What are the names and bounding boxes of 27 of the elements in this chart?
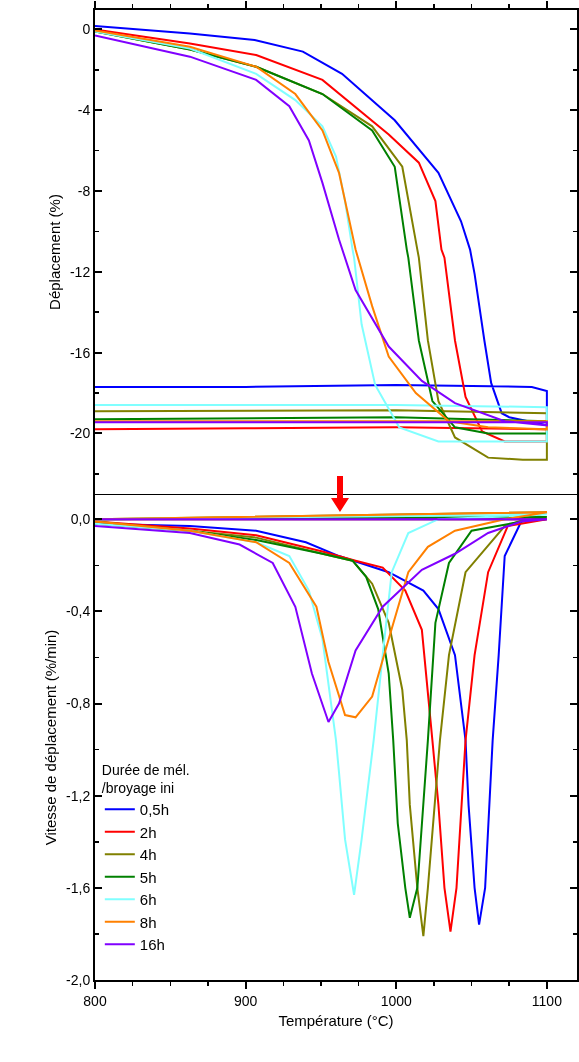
y-tick-label: -2,0 bbox=[66, 971, 91, 988]
x-tick-label: 800 bbox=[83, 992, 107, 1009]
x-tick-label: 1100 bbox=[531, 992, 563, 1009]
legend-label: 16h bbox=[139, 936, 165, 954]
y-tick-label: 0,0 bbox=[70, 511, 91, 528]
legend-label: 6h bbox=[139, 891, 157, 909]
x-tick-label: 1000 bbox=[380, 992, 413, 1009]
y-axis-title: Déplacement (%) bbox=[45, 194, 63, 310]
y-tick-label: -4 bbox=[77, 102, 91, 119]
legend-title: Durée de mél. /broyage ini bbox=[101, 761, 190, 796]
y-tick-label: -20 bbox=[69, 425, 91, 442]
y-tick-label: -1,6 bbox=[66, 879, 91, 896]
x-tick-label: 900 bbox=[233, 992, 258, 1009]
legend-label: 4h bbox=[139, 846, 157, 864]
y-axis-title: Vitesse de déplacement (%/min) bbox=[41, 629, 59, 846]
legend-label: 2h bbox=[139, 823, 157, 841]
y-tick-label: -0,8 bbox=[66, 695, 91, 712]
y-tick-label: -8 bbox=[77, 182, 91, 199]
y-tick-label: -0,4 bbox=[66, 603, 91, 620]
y-tick-label: 0 bbox=[82, 21, 91, 38]
legend-label: 5h bbox=[139, 868, 157, 886]
y-tick-label: -16 bbox=[69, 344, 91, 361]
y-tick-label: -12 bbox=[69, 263, 91, 280]
y-tick-label: -1,2 bbox=[66, 787, 91, 804]
legend-label: 0,5h bbox=[139, 801, 170, 819]
legend-label: 8h bbox=[139, 913, 157, 931]
x-axis-title: Température (°C) bbox=[278, 1012, 394, 1030]
